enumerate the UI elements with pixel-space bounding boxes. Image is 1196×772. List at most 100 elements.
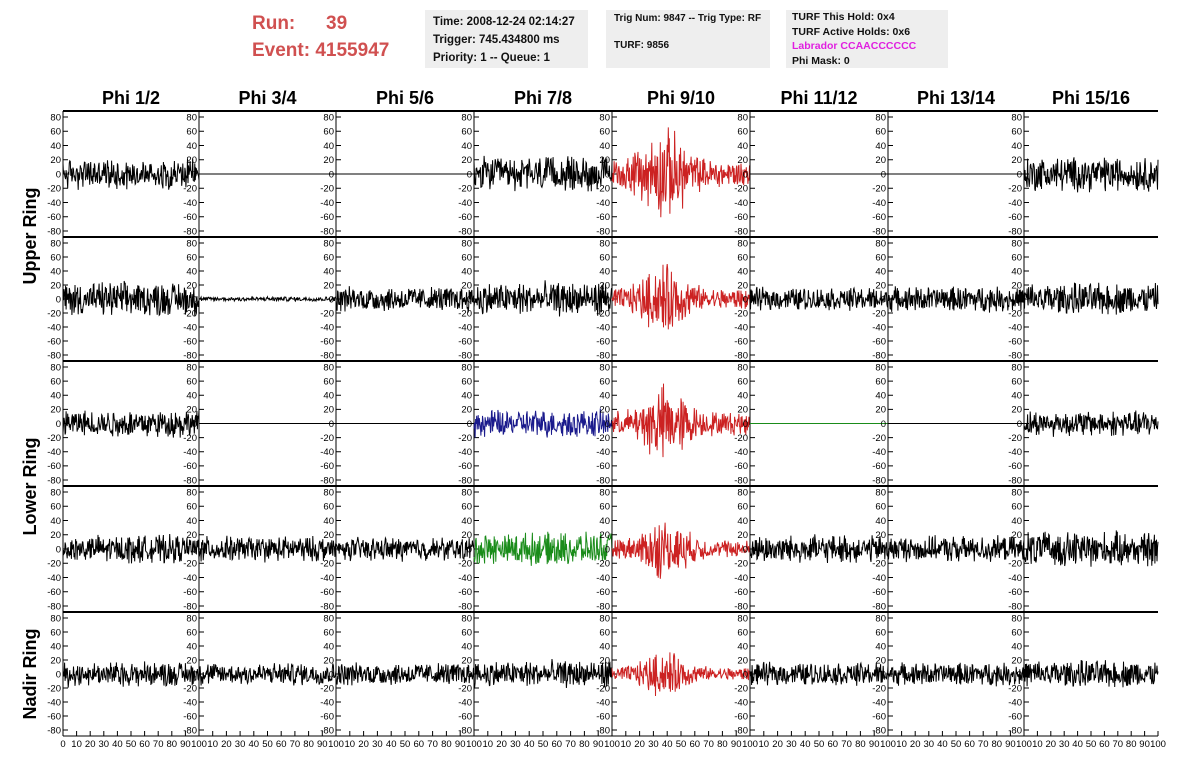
y-tick-label: 40 [737,266,748,277]
y-tick-label: 60 [186,502,197,513]
waveform-trace [335,662,475,686]
y-tick-label: 60 [186,252,197,263]
y-tick-label: -60 [596,212,610,223]
y-tick-label: 80 [737,613,748,624]
waveform-trace [611,522,751,579]
y-tick-label: 80 [461,487,472,498]
y-tick-label: -80 [872,226,886,237]
y-tick-label: 40 [737,141,748,152]
y-tick-label: -60 [872,212,886,223]
y-tick-label: 20 [599,655,610,666]
y-tick-label: 20 [186,530,197,541]
x-tick-label: 80 [303,739,314,750]
y-tick-label: -20 [1008,433,1022,444]
y-tick-label: 40 [323,641,334,652]
y-tick-label: 60 [323,502,334,513]
y-tick-label: -40 [320,573,334,584]
waveform-trace [612,383,751,458]
waveform-trace [473,280,613,317]
y-tick-label: 60 [599,627,610,638]
y-tick-label: -60 [47,711,61,722]
x-tick-label: 0 [60,739,65,750]
y-tick-label: 80 [737,362,748,373]
y-tick-label: -40 [596,573,610,584]
waveform-trace [611,263,751,330]
y-tick-label: 0 [1017,294,1022,305]
y-tick-label: 40 [50,266,61,277]
y-tick-label: 0 [743,419,748,430]
y-tick-label: 80 [186,112,197,123]
y-tick-label: 40 [186,391,197,402]
x-tick-label: 100 [191,739,207,750]
y-tick-label: 40 [875,391,886,402]
y-tick-label: 0 [192,294,197,305]
waveform-trace [62,533,200,564]
y-tick-label: 60 [50,127,61,138]
y-tick-label: -20 [734,433,748,444]
y-tick-label: 40 [50,391,61,402]
y-tick-label: 0 [743,169,748,180]
y-tick-label: -80 [47,601,61,612]
column-header: Phi 15/16 [1052,88,1130,108]
y-tick-label: -60 [1008,711,1022,722]
y-tick-label: -20 [320,308,334,319]
y-tick-label: -60 [458,336,472,347]
y-tick-label: -60 [320,461,334,472]
y-tick-label: 60 [875,502,886,513]
y-tick-label: 80 [461,112,472,123]
y-tick-label: -60 [320,212,334,223]
y-tick-label: -20 [872,559,886,570]
y-tick-label: -20 [1008,308,1022,319]
y-tick-label: -60 [734,711,748,722]
y-tick-label: 0 [56,419,61,430]
y-tick-label: 20 [323,280,334,291]
trigger-text: Trigger: 745.434800 ms [433,34,560,46]
y-tick-label: 60 [1011,252,1022,263]
y-tick-label: 80 [875,613,886,624]
y-tick-label: 40 [323,516,334,527]
y-tick-label: 40 [50,141,61,152]
y-tick-label: -20 [1008,683,1022,694]
waveform-trace [62,661,200,688]
y-tick-label: -20 [320,433,334,444]
y-tick-label: 60 [599,502,610,513]
y-tick-label: -60 [872,336,886,347]
x-tick-label: 40 [800,739,811,750]
y-tick-label: 20 [461,405,472,416]
column-header: Phi 9/10 [647,88,715,108]
y-tick-label: 80 [1011,112,1022,123]
y-tick-label: 80 [186,487,197,498]
y-tick-label: 20 [1011,405,1022,416]
y-tick-label: -80 [47,350,61,361]
y-tick-label: -40 [183,447,197,458]
y-tick-label: 80 [323,487,334,498]
y-tick-label: 80 [186,238,197,249]
y-tick-label: 60 [186,127,197,138]
y-tick-label: -20 [1008,184,1022,195]
y-tick-label: 80 [461,362,472,373]
y-tick-label: 0 [881,544,886,555]
y-tick-label: 0 [56,169,61,180]
y-tick-label: 40 [323,266,334,277]
y-tick-label: 40 [737,391,748,402]
y-tick-label: 20 [599,530,610,541]
y-tick-label: -60 [734,212,748,223]
column-header: Phi 1/2 [102,88,160,108]
y-tick-label: -20 [872,184,886,195]
y-tick-label: 20 [186,405,197,416]
y-tick-label: 0 [192,544,197,555]
y-tick-label: 60 [875,376,886,387]
y-tick-label: -60 [734,587,748,598]
turf-this-hold-text: TURF This Hold: 0x4 [792,11,895,23]
y-tick-label: 80 [1011,487,1022,498]
y-tick-label: 60 [599,376,610,387]
y-tick-label: 80 [461,238,472,249]
y-tick-label: -20 [458,308,472,319]
y-tick-label: -80 [1008,350,1022,361]
ring-label: Upper Ring [20,188,40,285]
y-tick-label: 80 [1011,362,1022,373]
y-tick-label: -80 [183,226,197,237]
y-tick-label: -40 [734,322,748,333]
y-tick-label: -40 [596,322,610,333]
y-tick-label: -20 [183,683,197,694]
